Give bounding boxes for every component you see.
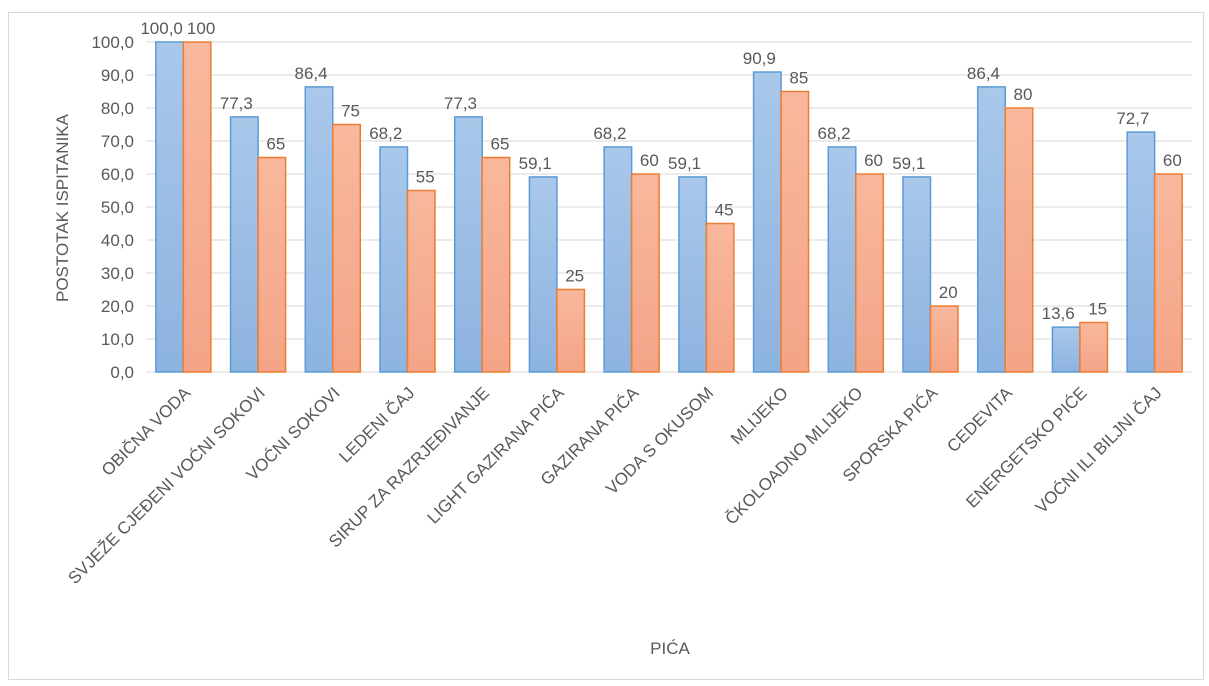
bar-series-2: [1004, 107, 1034, 373]
data-label: 60: [640, 151, 659, 170]
bar-series-1: [976, 86, 1006, 373]
bar-series-1: [678, 176, 708, 373]
bars: [155, 41, 1183, 373]
x-tick-label: SIRUP ZA RAZRJEĐIVANJE: [325, 383, 493, 551]
bar-series-2: [780, 90, 810, 373]
bar-series-1: [155, 41, 185, 373]
data-label: 25: [565, 267, 584, 286]
gridlines: [146, 41, 1192, 373]
data-label: 75: [341, 102, 360, 121]
data-labels: 100,0 77,3 86,4 68,2 77,3 59,1 68,2 59,1 90,9 68,…: [140, 19, 1182, 323]
data-label: 68,2: [593, 124, 626, 143]
data-label: 45: [715, 201, 734, 220]
y-tick-label: 90,0: [101, 66, 134, 85]
x-tick-label: MLIJEKO: [727, 383, 792, 448]
bar-series-2: [630, 173, 660, 373]
bar-series-2: [406, 189, 436, 373]
data-label: 59,1: [892, 154, 925, 173]
data-label: 100: [187, 19, 215, 38]
y-tick-label: 0,0: [110, 363, 134, 382]
data-label: 59,1: [668, 154, 701, 173]
data-label: 60: [864, 151, 883, 170]
data-label: 65: [491, 135, 510, 154]
y-tick-label: 20,0: [101, 297, 134, 316]
bar-series-1: [902, 176, 932, 373]
y-tick-label: 50,0: [101, 198, 134, 217]
bar-series-2: [929, 305, 959, 373]
x-tick-label: LIGHT GAZIRANA PIĆA: [424, 383, 569, 528]
bar-series-1: [528, 176, 558, 373]
y-tick-label: 100,0: [91, 33, 134, 52]
bar-series-1: [229, 116, 259, 373]
bar-series-2: [257, 156, 287, 373]
data-label: 68,2: [369, 124, 402, 143]
bar-series-2: [1079, 321, 1109, 373]
bar-series-2: [332, 123, 362, 373]
bar-series-1: [304, 86, 334, 373]
bar-series-2: [182, 41, 212, 373]
y-axis-ticks: 0,0 10,0 20,0 30,0 40,0 50,0 60,0 70,0 80,0 90,0 1…: [91, 33, 134, 382]
y-tick-label: 40,0: [101, 231, 134, 250]
bar-series-2: [855, 173, 885, 373]
bar-series-1: [603, 146, 633, 373]
data-label: 20: [939, 283, 958, 302]
data-label: 86,4: [967, 64, 1000, 83]
data-label: 72,7: [1116, 109, 1149, 128]
x-tick-label: VOĆNI ILI BILJNI ČAJ: [1032, 383, 1166, 517]
x-tick-label: ENERGETSKO PIĆE: [962, 383, 1090, 511]
data-label: 86,4: [294, 64, 327, 83]
y-tick-label: 70,0: [101, 132, 134, 151]
bar-series-1: [379, 146, 409, 373]
data-label: 100,0: [140, 19, 183, 38]
y-axis-title: POSTOTAK ISPITANIKA: [53, 113, 72, 302]
bar-series-1: [827, 146, 857, 373]
x-tick-label: CEDEVITA: [943, 383, 1016, 456]
bar-series-1: [1051, 326, 1081, 373]
data-label: 15: [1088, 300, 1107, 319]
data-label: 77,3: [220, 94, 253, 113]
y-tick-label: 60,0: [101, 165, 134, 184]
bar-series-2: [705, 222, 735, 373]
x-tick-label: ČKOLOADNO MLIJEKO: [722, 383, 867, 528]
data-label: 59,1: [519, 154, 552, 173]
data-label: 80: [1014, 85, 1033, 104]
bar-series-1: [1126, 131, 1156, 373]
data-label: 55: [416, 168, 435, 187]
bar-series-1: [453, 116, 483, 373]
data-label: 13,6: [1042, 304, 1075, 323]
bar-series-2: [1153, 173, 1183, 373]
y-tick-label: 30,0: [101, 264, 134, 283]
x-tick-label: LEDENI ČAJ: [335, 383, 418, 466]
bar-series-1: [752, 71, 782, 373]
data-label: 65: [266, 135, 285, 154]
y-tick-label: 10,0: [101, 330, 134, 349]
bar-series-2: [481, 156, 511, 373]
data-label: 68,2: [817, 124, 850, 143]
data-label: 77,3: [444, 94, 477, 113]
data-label: 85: [789, 69, 808, 88]
bar-series-2: [556, 288, 586, 373]
data-label: 90,9: [743, 49, 776, 68]
x-axis-title: PIĆA: [650, 639, 690, 658]
y-tick-label: 80,0: [101, 99, 134, 118]
data-label: 60: [1163, 151, 1182, 170]
